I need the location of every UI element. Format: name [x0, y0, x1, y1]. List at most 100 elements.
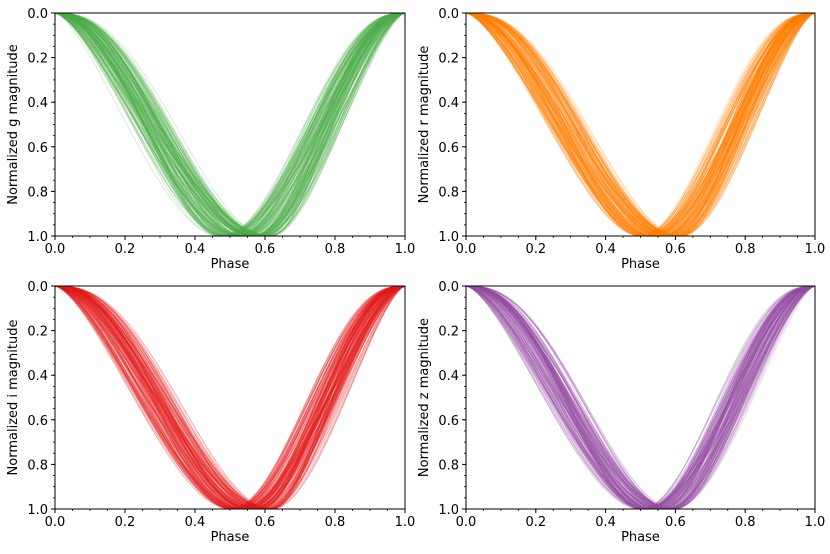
light-curve	[466, 13, 815, 236]
light-curve	[466, 13, 815, 236]
light-curve	[466, 286, 815, 509]
light-curve	[55, 13, 405, 236]
light-curve	[466, 13, 815, 236]
light-curve	[466, 13, 815, 236]
light-curve	[466, 13, 815, 236]
light-curve	[466, 13, 815, 236]
light-curve	[466, 13, 815, 236]
light-curve	[466, 13, 815, 236]
light-curve	[466, 13, 815, 236]
light-curve	[55, 13, 405, 236]
y-tick-label: 0.4	[27, 96, 48, 111]
light-curve	[55, 286, 405, 509]
light-curve	[55, 286, 405, 509]
light-curve	[466, 286, 815, 509]
light-curve	[466, 286, 815, 509]
light-curve	[466, 13, 815, 236]
light-curve	[466, 286, 815, 509]
light-curve	[55, 13, 405, 236]
light-curve	[466, 286, 815, 509]
light-curve	[466, 13, 815, 236]
light-curve	[466, 13, 815, 236]
light-curve	[55, 13, 405, 236]
light-curve	[55, 13, 405, 236]
x-axis-label: Phase	[211, 257, 250, 272]
light-curve	[466, 13, 815, 236]
light-curve	[55, 286, 405, 509]
light-curve	[55, 286, 405, 509]
light-curve	[55, 13, 405, 236]
light-curve	[55, 13, 405, 236]
y-tick-label: 1.0	[438, 230, 459, 245]
light-curve	[55, 286, 405, 509]
light-curve	[466, 13, 815, 236]
light-curve	[55, 286, 405, 509]
light-curve	[466, 286, 815, 509]
light-curve	[55, 286, 405, 509]
light-curve	[466, 286, 815, 509]
light-curve	[55, 286, 405, 509]
light-curve	[466, 286, 815, 509]
light-curve	[466, 286, 815, 509]
light-curve	[55, 13, 405, 236]
light-curve	[466, 13, 815, 236]
light-curve	[55, 13, 405, 236]
x-tick-label: 0.4	[595, 242, 616, 257]
light-curve	[466, 286, 815, 509]
light-curve	[466, 286, 815, 509]
light-curve	[55, 13, 405, 236]
light-curve	[55, 13, 405, 236]
light-curve	[466, 13, 815, 236]
light-curve	[55, 13, 405, 236]
light-curve	[466, 13, 815, 236]
y-tick-label: 0.8	[27, 458, 48, 473]
light-curve	[55, 286, 405, 509]
light-curve	[55, 286, 405, 509]
light-curve	[55, 13, 405, 236]
light-curve	[466, 13, 815, 236]
light-curve	[466, 13, 815, 236]
light-curve	[466, 13, 815, 236]
light-curves-r	[466, 13, 815, 236]
light-curve	[55, 13, 405, 236]
light-curve	[466, 286, 815, 509]
light-curve	[55, 286, 405, 509]
light-curve	[466, 286, 815, 509]
light-curve	[55, 286, 405, 509]
light-curve	[55, 286, 405, 509]
light-curve	[466, 286, 815, 509]
light-curve	[466, 286, 815, 509]
light-curve	[55, 286, 405, 509]
light-curve	[55, 286, 405, 509]
light-curve	[55, 13, 405, 236]
light-curve	[466, 286, 815, 509]
light-curve	[466, 13, 815, 236]
y-tick-label: 0.8	[438, 458, 459, 473]
y-tick-label: 0.0	[438, 7, 459, 22]
light-curve	[466, 286, 815, 509]
light-curve	[55, 13, 405, 236]
light-curve	[55, 286, 405, 509]
light-curve	[466, 13, 815, 236]
light-curve	[55, 286, 405, 509]
light-curve	[55, 13, 405, 236]
light-curve	[55, 286, 405, 509]
light-curve	[55, 286, 405, 509]
light-curve	[55, 13, 405, 236]
light-curve	[55, 13, 405, 236]
light-curve	[55, 286, 405, 509]
light-curve	[466, 286, 815, 509]
light-curve	[466, 13, 815, 236]
light-curve	[466, 286, 815, 509]
light-curve	[55, 286, 405, 509]
light-curve	[55, 286, 405, 509]
light-curve	[466, 13, 815, 236]
light-curve	[55, 13, 405, 236]
light-curve	[55, 13, 405, 236]
light-curve	[466, 286, 815, 509]
light-curve	[466, 13, 815, 236]
light-curve	[55, 286, 405, 509]
light-curve	[466, 13, 815, 236]
light-curve	[55, 286, 405, 509]
light-curve	[466, 13, 815, 236]
